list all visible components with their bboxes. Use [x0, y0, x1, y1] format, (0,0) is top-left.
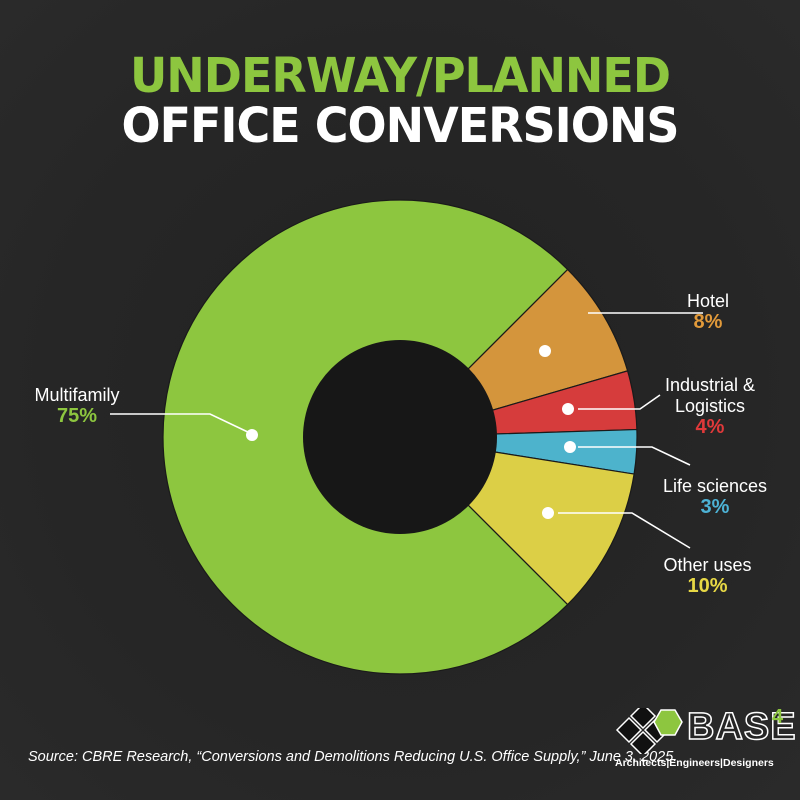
- donut-hole: [303, 340, 497, 534]
- label-life-name: Life sciences: [662, 476, 768, 496]
- leader-multifamily: [110, 413, 253, 435]
- marker-life-sciences: [564, 441, 576, 453]
- logo-wordmark: BASE: [686, 705, 797, 749]
- marker-hotel: [539, 345, 551, 357]
- leader-industrial: [578, 394, 661, 410]
- title-line-2: OFFICE CONVERSIONS: [121, 96, 679, 154]
- label-life-pct: 3%: [700, 496, 730, 518]
- label-multifamily-name: Multifamily: [34, 385, 120, 405]
- marker-multifamily: [246, 429, 258, 441]
- label-hotel-pct: 8%: [693, 311, 723, 333]
- label-other-pct: 10%: [687, 575, 728, 597]
- label-industrial-name-1: Industrial &: [664, 375, 756, 395]
- label-other-name: Other uses: [663, 555, 752, 575]
- label-industrial: Industrial & Logistics 4%: [650, 375, 770, 438]
- label-other-uses: Other uses 10%: [650, 555, 765, 597]
- logo-superscript: 4: [772, 706, 784, 728]
- marker-other-uses: [542, 507, 554, 519]
- label-industrial-pct: 4%: [695, 416, 725, 438]
- logo-tagline: Architects|Engineers|Designers: [615, 757, 774, 769]
- marker-industrial: [562, 403, 574, 415]
- label-multifamily: Multifamily 75%: [22, 385, 132, 427]
- label-hotel: Hotel 8%: [668, 291, 748, 333]
- title-line-1: UNDERWAY/PLANNED: [129, 46, 671, 104]
- base4-logo: BASE 4 Architects|Engineers|Designers: [615, 705, 796, 776]
- leader-life-sciences: [578, 446, 691, 466]
- label-multifamily-pct: 75%: [56, 405, 98, 427]
- logo-mark-icon: [615, 708, 683, 754]
- leader-other-uses: [558, 512, 691, 549]
- label-hotel-name: Hotel: [686, 291, 730, 311]
- label-life-sciences: Life sciences 3%: [650, 476, 780, 518]
- source-citation: Source: CBRE Research, “Conversions and …: [28, 749, 678, 765]
- label-industrial-name-2: Logistics: [674, 396, 746, 416]
